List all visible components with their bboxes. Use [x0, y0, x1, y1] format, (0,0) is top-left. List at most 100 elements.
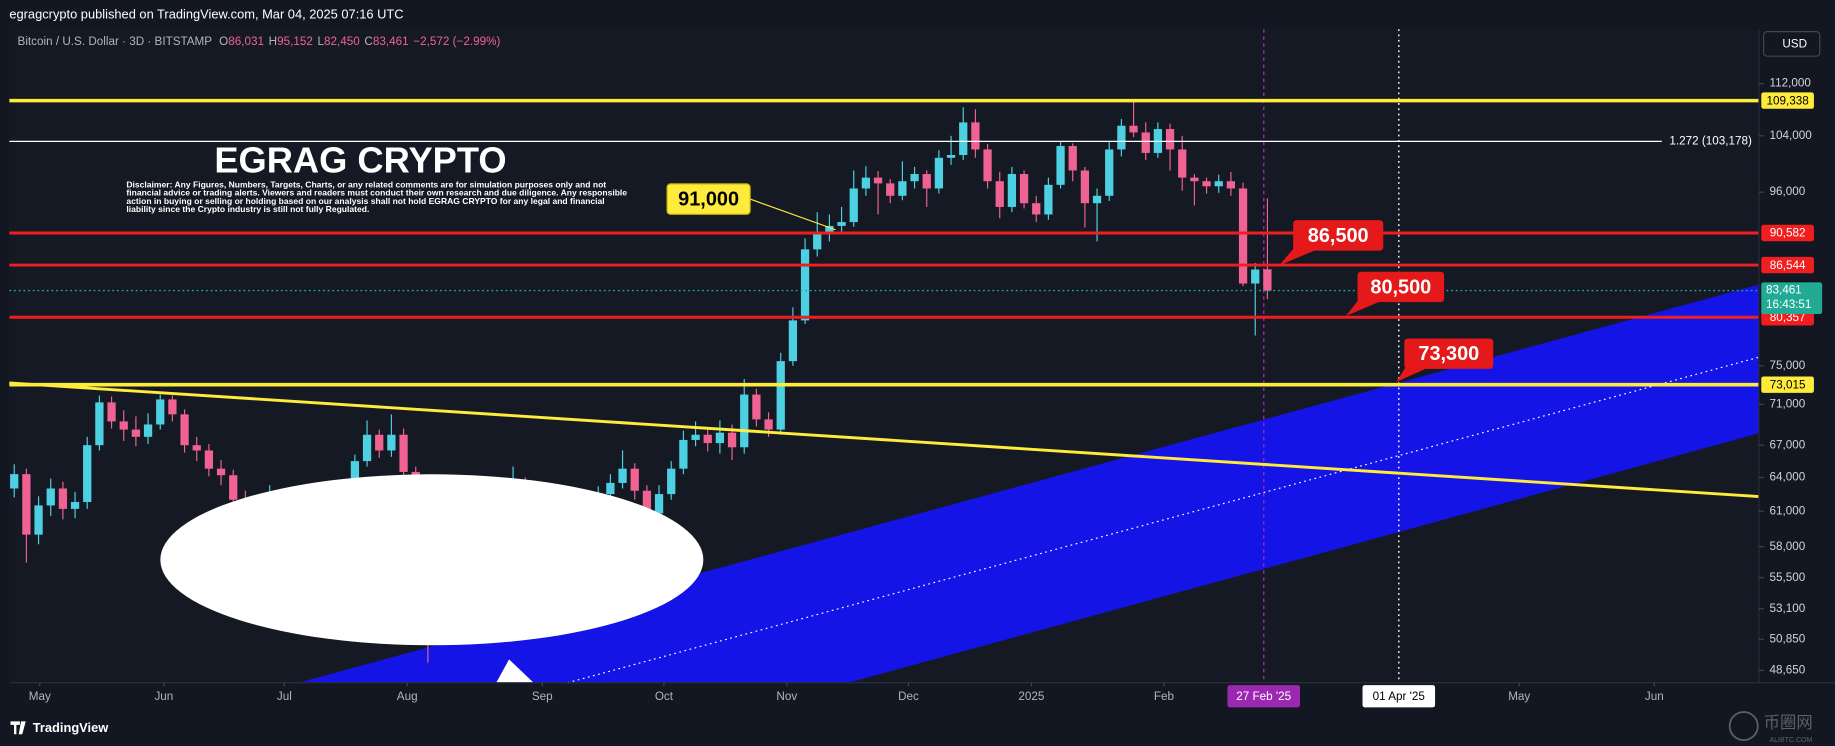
candle-body: [1141, 132, 1150, 153]
current-countdown: 16:43:51: [1766, 298, 1811, 311]
candle-body: [180, 414, 189, 446]
candle-body: [1007, 174, 1017, 207]
footer-bar: [0, 710, 1835, 746]
candle-body: [387, 434, 396, 451]
candle-body: [362, 434, 372, 462]
x-tick-label: Aug: [397, 690, 418, 703]
candle-body: [229, 475, 238, 500]
candle-body: [1251, 269, 1260, 284]
candle-body: [1226, 181, 1236, 189]
y-tick-label: 61,000: [1769, 504, 1805, 517]
currency-button[interactable]: [1763, 31, 1821, 57]
level-label: 80,357: [1770, 311, 1806, 324]
x-tick-label: Jul: [277, 690, 292, 703]
watermark-url: ALIBTC.COM: [1769, 737, 1812, 744]
candle-body: [1105, 149, 1114, 196]
candle-body: [1044, 184, 1053, 215]
candle-body: [934, 157, 944, 189]
annotation-box: [1293, 220, 1384, 251]
candle-body: [776, 361, 785, 430]
annotation-box: [1357, 271, 1445, 303]
candle-body: [34, 505, 43, 535]
currency-label[interactable]: USD: [1782, 38, 1807, 51]
y-tick-label: 67,000: [1769, 438, 1805, 451]
symbol-line: Bitcoin / U.S. Dollar · 3D · BITSTAMP O86…: [18, 35, 501, 48]
candle-body: [204, 450, 214, 469]
candle-body: [58, 488, 68, 509]
candle-body: [606, 482, 615, 495]
symbol: Bitcoin / U.S. Dollar · 3D · BITSTAMP: [18, 35, 213, 48]
annotation-box: [666, 183, 751, 215]
candle-body: [679, 439, 688, 469]
ohlc-key: O: [219, 35, 228, 48]
level-label: 73,015: [1770, 378, 1806, 391]
candle-body: [654, 494, 664, 514]
level-label: 90,582: [1770, 227, 1806, 240]
x-tick-label: Sep: [532, 690, 553, 703]
published-line: egragcrypto published on TradingView.com…: [9, 7, 403, 22]
candle-body: [642, 490, 652, 514]
disclaimer: Disclaimer: Any Figures, Numbers, Target…: [126, 181, 628, 214]
candle-body: [1056, 146, 1065, 185]
candle-body: [22, 474, 31, 535]
x-tick-label: Jun: [154, 690, 173, 703]
candle-body: [813, 233, 822, 250]
ohlc-value: 86,031: [228, 35, 264, 48]
candle-body: [946, 155, 956, 158]
x-tick-label: May: [29, 690, 51, 703]
candle-body: [107, 402, 116, 422]
candle-body: [825, 225, 834, 234]
y-tick-label: 55,500: [1769, 571, 1805, 584]
candle-body: [1068, 146, 1077, 171]
candle-body: [1238, 188, 1248, 284]
candle-body: [910, 174, 919, 182]
annotation-label: 73,300: [1418, 343, 1479, 365]
current-price-label: 83,461: [1766, 284, 1802, 297]
highlight-ellipse: [160, 474, 704, 646]
fib-label: 1.272 (103,178): [1669, 134, 1752, 147]
level-badge: [1761, 92, 1814, 109]
candle-body: [1190, 177, 1199, 182]
watermark: 币圈网: [1764, 714, 1813, 732]
date-marker-label: 27 Feb '25: [1236, 690, 1291, 703]
channel-midline: [567, 356, 1760, 684]
candle-body: [143, 424, 153, 437]
y-tick-label: 112,000: [1769, 77, 1811, 90]
ohlc-value: 95,152: [277, 35, 313, 48]
ohlc-key: C: [364, 35, 372, 48]
current-price-badge: [1761, 282, 1823, 315]
y-tick-label: 75,000: [1769, 359, 1805, 372]
candle-body: [1165, 129, 1175, 150]
x-tick-label: Dec: [898, 690, 919, 703]
candle-body: [752, 394, 761, 420]
candle-body: [10, 474, 19, 489]
candle-body: [922, 174, 931, 189]
candle-body: [1129, 125, 1138, 133]
candles: [10, 100, 1272, 663]
candle-body: [1214, 181, 1223, 187]
y-tick-label: 58,000: [1769, 540, 1805, 553]
annotation-label: 86,500: [1308, 225, 1369, 247]
levels: 109,338 90,582 86,544 80,357 73,015 1.272 (10…: [9, 92, 1823, 393]
candle-body: [995, 181, 1004, 207]
candle-body: [83, 445, 92, 503]
candle-body: [1202, 181, 1211, 187]
annotations: 91,000 86,500 80,500 73,300: [666, 183, 1494, 382]
x-tick-label: Oct: [655, 690, 674, 703]
candle-body: [168, 399, 177, 415]
brand-logo: [10, 721, 26, 735]
level-badge: [1761, 224, 1814, 242]
candle-body: [898, 181, 907, 196]
candle-body: [1178, 149, 1187, 178]
ohlc-value: 83,461: [373, 35, 409, 48]
annotation-box: [1404, 338, 1494, 369]
y-tick-label: 96,000: [1769, 185, 1805, 198]
candle-body: [70, 502, 80, 509]
y-tick-label: 64,000: [1769, 470, 1805, 483]
candle-body: [399, 434, 408, 472]
annotation-label: 80,500: [1370, 276, 1431, 298]
candle-body: [861, 177, 871, 189]
candle-body: [727, 432, 737, 448]
y-tick-label: 50,850: [1769, 632, 1805, 645]
